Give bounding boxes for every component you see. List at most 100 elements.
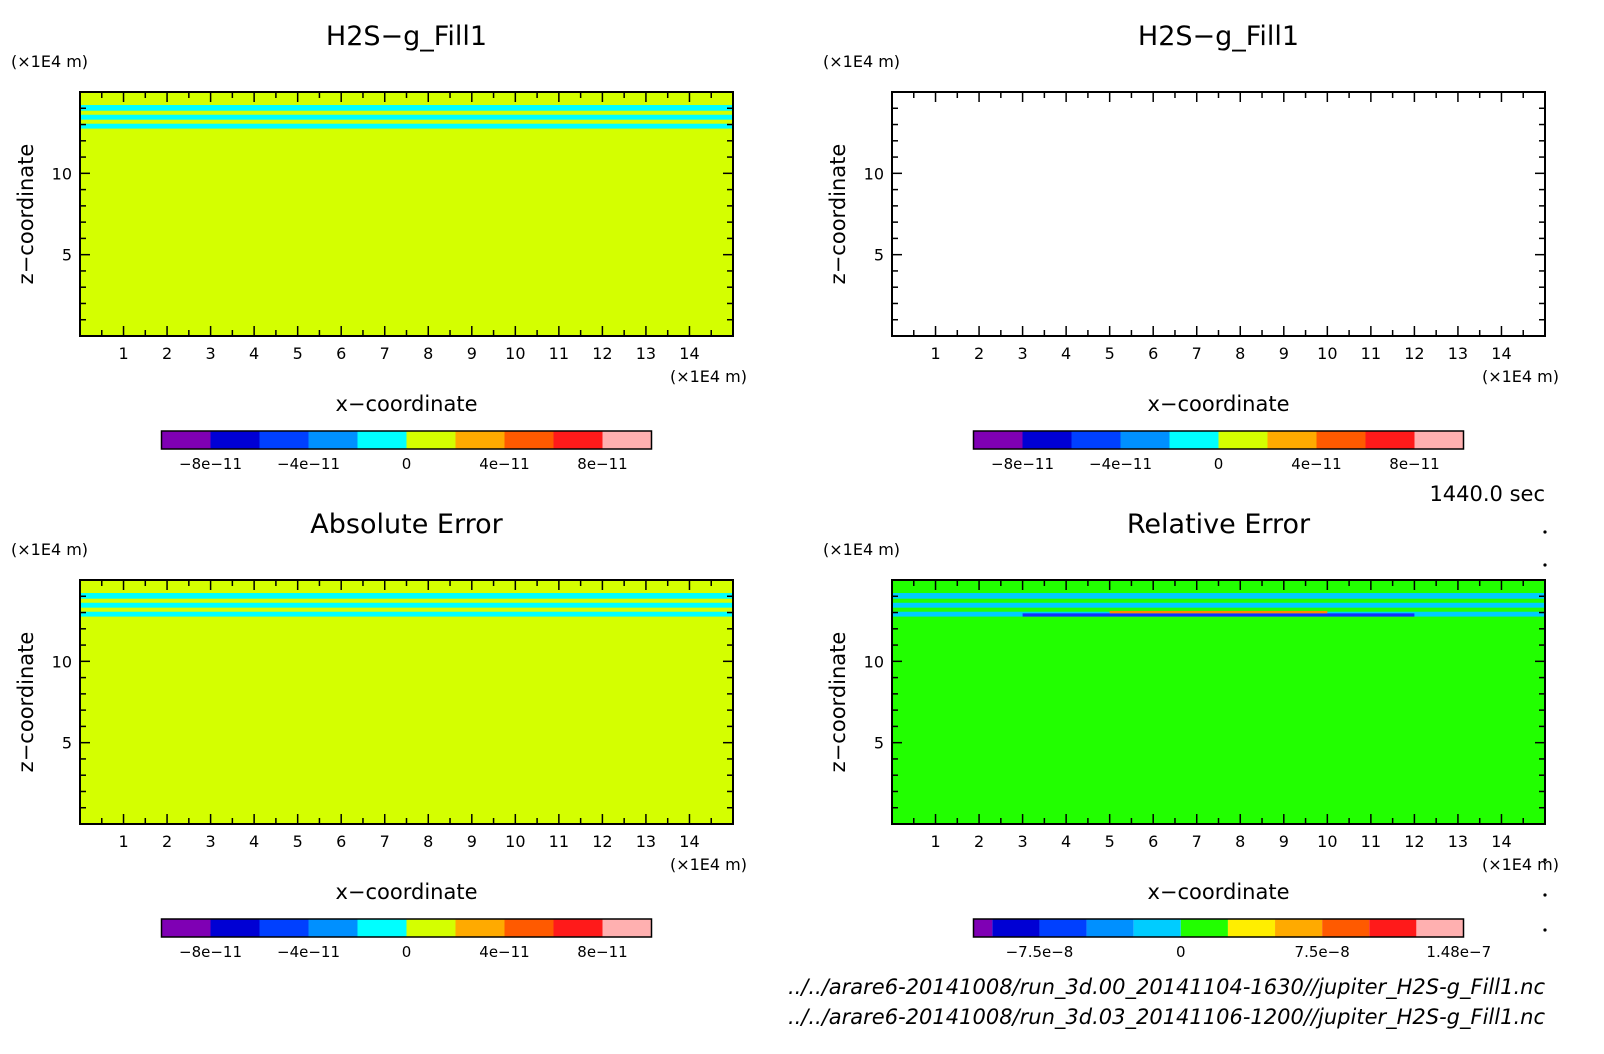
file-path-2: ../../arare6-20141008/run_3d.03_20141106… bbox=[788, 1005, 1545, 1030]
x-unit-label: (×1E4 m) bbox=[1482, 855, 1559, 874]
x-tick-label: 12 bbox=[592, 832, 612, 851]
stray-dot bbox=[1543, 928, 1547, 932]
x-tick-label: 7 bbox=[380, 832, 390, 851]
x-tick-label: 11 bbox=[1361, 344, 1381, 363]
field-background bbox=[892, 92, 1545, 336]
colorbar-segment bbox=[259, 431, 309, 449]
colorbar-segment bbox=[1275, 919, 1323, 937]
field-background bbox=[892, 580, 1545, 824]
x-tick-label: 9 bbox=[1279, 832, 1289, 851]
time-label: 1440.0 sec bbox=[1429, 482, 1545, 506]
x-tick-label: 11 bbox=[549, 344, 569, 363]
z-tick-label: 5 bbox=[874, 734, 884, 753]
x-tick-label: 6 bbox=[336, 344, 346, 363]
z-axis-label: z−coordinate bbox=[826, 632, 850, 773]
x-tick-label: 4 bbox=[249, 344, 259, 363]
x-tick-label: 8 bbox=[423, 832, 433, 851]
x-tick-label: 8 bbox=[423, 344, 433, 363]
colorbar-segment bbox=[1039, 919, 1087, 937]
colorbar-segment bbox=[1365, 431, 1415, 449]
x-tick-label: 12 bbox=[1404, 344, 1424, 363]
colorbar-label: −4e−11 bbox=[1089, 455, 1152, 473]
stray-dot bbox=[1543, 563, 1547, 567]
colorbar-label: 4e−11 bbox=[479, 943, 529, 961]
colorbar-label: −4e−11 bbox=[277, 455, 340, 473]
x-tick-label: 5 bbox=[293, 832, 303, 851]
colorbar-segment bbox=[357, 919, 407, 937]
z-tick-label: 5 bbox=[62, 734, 72, 753]
stray-dot bbox=[1543, 858, 1547, 862]
panel-top-left: H2S−g_Fill1(×1E4 m)1 2 3 4 5 6 7 8 9 10 11 12 13 1451… bbox=[11, 21, 747, 473]
x-tick-label: 3 bbox=[1018, 344, 1028, 363]
x-unit-label: (×1E4 m) bbox=[1482, 367, 1559, 386]
colorbar-label: 8e−11 bbox=[577, 455, 627, 473]
x-tick-label: 1 bbox=[118, 832, 128, 851]
x-tick-label: 5 bbox=[1105, 344, 1115, 363]
colorbar-segment bbox=[553, 431, 603, 449]
x-tick-label: 9 bbox=[467, 344, 477, 363]
field-band-0 bbox=[892, 593, 1545, 599]
colorbar-label: 4e−11 bbox=[479, 455, 529, 473]
z-tick-label: 10 bbox=[864, 652, 884, 671]
colorbar-segment bbox=[1022, 431, 1072, 449]
x-tick-label: 1 bbox=[118, 344, 128, 363]
colorbar-frame bbox=[972, 918, 1465, 938]
z-tick-label: 10 bbox=[52, 164, 72, 183]
field-band-0 bbox=[80, 593, 733, 599]
colorbar-segment bbox=[1071, 431, 1121, 449]
x-tick-label: 14 bbox=[679, 832, 699, 851]
x-tick-label: 2 bbox=[974, 832, 984, 851]
x-tick-label: 11 bbox=[549, 832, 569, 851]
x-tick-label: 2 bbox=[974, 344, 984, 363]
z-tick-label: 5 bbox=[874, 246, 884, 265]
x-tick-label: 4 bbox=[1061, 832, 1071, 851]
colorbar-label: 8e−11 bbox=[1389, 455, 1439, 473]
x-tick-label: 10 bbox=[505, 832, 525, 851]
panel-title: H2S−g_Fill1 bbox=[1138, 21, 1299, 52]
x-tick-label: 5 bbox=[293, 344, 303, 363]
x-tick-label: 6 bbox=[1148, 344, 1158, 363]
x-tick-label: 3 bbox=[1018, 832, 1028, 851]
x-tick-label: 12 bbox=[592, 344, 612, 363]
colorbar-segment bbox=[161, 431, 211, 449]
colorbar-label: 7.5e−8 bbox=[1295, 943, 1350, 961]
x-tick-label: 10 bbox=[505, 344, 525, 363]
colorbar-label: −8e−11 bbox=[991, 455, 1054, 473]
colorbar-frame bbox=[972, 430, 1465, 450]
colorbar-label: 0 bbox=[1214, 455, 1224, 473]
colorbar-segment bbox=[1086, 919, 1134, 937]
z-tick-label: 5 bbox=[62, 246, 72, 265]
colorbar-segment bbox=[406, 919, 456, 937]
z-tick-label: 10 bbox=[864, 164, 884, 183]
x-tick-label: 10 bbox=[1317, 832, 1337, 851]
x-tick-label: 12 bbox=[1404, 832, 1424, 851]
x-tick-label: 4 bbox=[1061, 344, 1071, 363]
x-axis-label: x−coordinate bbox=[1147, 392, 1289, 416]
x-tick-label: 7 bbox=[1192, 344, 1202, 363]
field-band-1 bbox=[80, 602, 733, 608]
colorbar-frame bbox=[160, 918, 653, 938]
z-axis-label: z−coordinate bbox=[826, 144, 850, 285]
x-tick-label: 9 bbox=[467, 832, 477, 851]
colorbar-segment bbox=[1133, 919, 1181, 937]
colorbar-segment bbox=[973, 919, 993, 937]
colorbar-label: −7.5e−8 bbox=[1006, 943, 1074, 961]
colorbar-segment bbox=[602, 919, 652, 937]
z-unit-label: (×1E4 m) bbox=[823, 52, 900, 71]
panel-title: H2S−g_Fill1 bbox=[326, 21, 487, 52]
colorbar-segment bbox=[1180, 919, 1228, 937]
colorbar-segment bbox=[210, 431, 260, 449]
colorbar-segment bbox=[1369, 919, 1417, 937]
x-tick-label: 13 bbox=[636, 344, 656, 363]
field-band-2 bbox=[80, 611, 733, 617]
x-tick-label: 7 bbox=[380, 344, 390, 363]
x-tick-label: 5 bbox=[1105, 832, 1115, 851]
colorbar-segment bbox=[992, 919, 1040, 937]
colorbar-segment bbox=[1169, 431, 1219, 449]
z-axis-label: z−coordinate bbox=[14, 632, 38, 773]
colorbar-segment bbox=[1316, 431, 1366, 449]
x-axis-label: x−coordinate bbox=[335, 392, 477, 416]
colorbar-segment bbox=[973, 431, 1023, 449]
x-tick-label: 14 bbox=[1491, 832, 1511, 851]
